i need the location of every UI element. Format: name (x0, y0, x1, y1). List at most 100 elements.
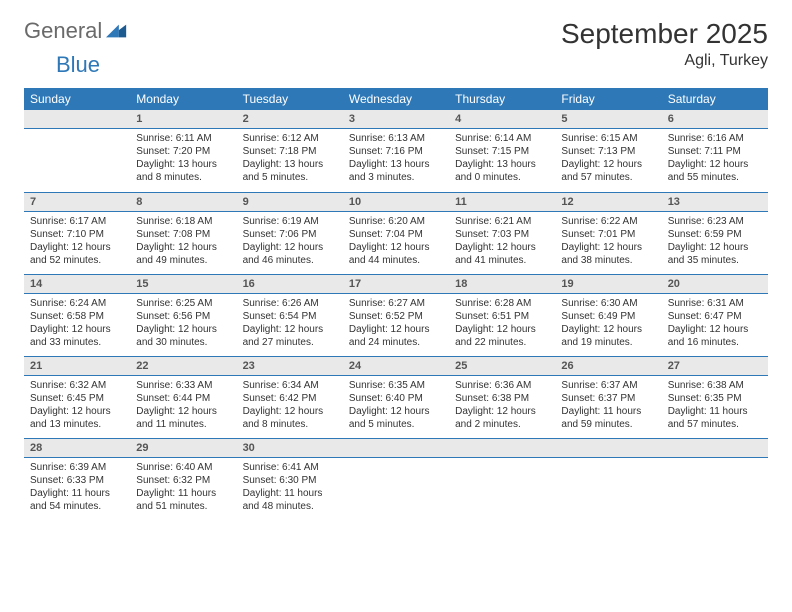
day-content: Sunrise: 6:35 AMSunset: 6:40 PMDaylight:… (343, 376, 449, 435)
sunset-line: Sunset: 7:06 PM (243, 228, 337, 241)
daylight-line: Daylight: 12 hours and 8 minutes. (243, 405, 337, 431)
sunrise-line: Sunrise: 6:11 AM (136, 132, 230, 145)
calendar-cell: 4Sunrise: 6:14 AMSunset: 7:15 PMDaylight… (449, 110, 555, 192)
sunrise-line: Sunrise: 6:16 AM (668, 132, 762, 145)
day-header: Tuesday (237, 88, 343, 110)
calendar-week: 7Sunrise: 6:17 AMSunset: 7:10 PMDaylight… (24, 192, 768, 274)
daylight-line: Daylight: 11 hours and 59 minutes. (561, 405, 655, 431)
title-block: September 2025 Agli, Turkey (561, 18, 768, 70)
calendar-cell: 13Sunrise: 6:23 AMSunset: 6:59 PMDayligh… (662, 192, 768, 274)
calendar-cell: 20Sunrise: 6:31 AMSunset: 6:47 PMDayligh… (662, 274, 768, 356)
daylight-line: Daylight: 11 hours and 57 minutes. (668, 405, 762, 431)
sunrise-line: Sunrise: 6:22 AM (561, 215, 655, 228)
calendar-cell: 26 Sunrise: 6:37 AMSunset: 6:37 PMDayligh… (555, 356, 661, 438)
sunset-line: Sunset: 6:37 PM (561, 392, 655, 405)
page-title: September 2025 (561, 18, 768, 50)
brand-logo: General (24, 18, 132, 44)
day-number: 3 (343, 110, 449, 129)
daylight-line: Daylight: 12 hours and 46 minutes. (243, 241, 337, 267)
sunrise-line: Sunrise: 6:40 AM (136, 461, 230, 474)
sunrise-line: Sunrise: 6:20 AM (349, 215, 443, 228)
sunset-line: Sunset: 7:03 PM (455, 228, 549, 241)
sunset-line: Sunset: 6:58 PM (30, 310, 124, 323)
calendar-week: 21Sunrise: 6:32 AMSunset: 6:45 PMDayligh… (24, 356, 768, 438)
sunrise-line: Sunrise: 6:19 AM (243, 215, 337, 228)
sunset-line: Sunset: 6:42 PM (243, 392, 337, 405)
calendar-cell: 11Sunrise: 6:21 AMSunset: 7:03 PMDayligh… (449, 192, 555, 274)
day-content: Sunrise: 6:14 AMSunset: 7:15 PMDaylight:… (449, 129, 555, 188)
day-number: 12 (555, 193, 661, 212)
sunrise-line: Sunrise: 6:26 AM (243, 297, 337, 310)
sunset-line: Sunset: 6:52 PM (349, 310, 443, 323)
day-content: Sunrise: 6:18 AMSunset: 7:08 PMDaylight:… (130, 212, 236, 271)
day-content: Sunrise: 6:13 AMSunset: 7:16 PMDaylight:… (343, 129, 449, 188)
day-content: Sunrise: 6:19 AMSunset: 7:06 PMDaylight:… (237, 212, 343, 271)
calendar-week: 1Sunrise: 6:11 AMSunset: 7:20 PMDaylight… (24, 110, 768, 192)
calendar-cell: 7Sunrise: 6:17 AMSunset: 7:10 PMDaylight… (24, 192, 130, 274)
sunrise-line: Sunrise: 6:27 AM (349, 297, 443, 310)
calendar-cell: 19Sunrise: 6:30 AMSunset: 6:49 PMDayligh… (555, 274, 661, 356)
sunrise-line: Sunrise: 6:31 AM (668, 297, 762, 310)
calendar-cell: 5Sunrise: 6:15 AMSunset: 7:13 PMDaylight… (555, 110, 661, 192)
daylight-line: Daylight: 12 hours and 41 minutes. (455, 241, 549, 267)
sunset-line: Sunset: 6:56 PM (136, 310, 230, 323)
sunset-line: Sunset: 6:49 PM (561, 310, 655, 323)
day-number: 5 (555, 110, 661, 129)
calendar-cell: 10Sunrise: 6:20 AMSunset: 7:04 PMDayligh… (343, 192, 449, 274)
sunrise-line: Sunrise: 6:37 AM (561, 379, 655, 392)
day-number: 27 (662, 357, 768, 376)
calendar-cell: 21Sunrise: 6:32 AMSunset: 6:45 PMDayligh… (24, 356, 130, 438)
day-header: Sunday (24, 88, 130, 110)
day-header: Thursday (449, 88, 555, 110)
calendar-week: 28Sunrise: 6:39 AMSunset: 6:33 PMDayligh… (24, 438, 768, 520)
calendar-cell: 25Sunrise: 6:36 AMSunset: 6:38 PMDayligh… (449, 356, 555, 438)
day-content: Sunrise: 6:34 AMSunset: 6:42 PMDaylight:… (237, 376, 343, 435)
calendar-cell: 23Sunrise: 6:34 AMSunset: 6:42 PMDayligh… (237, 356, 343, 438)
daylight-line: Daylight: 12 hours and 38 minutes. (561, 241, 655, 267)
sunrise-line: Sunrise: 6:38 AM (668, 379, 762, 392)
calendar-cell: 2Sunrise: 6:12 AMSunset: 7:18 PMDaylight… (237, 110, 343, 192)
sunset-line: Sunset: 7:18 PM (243, 145, 337, 158)
day-number: 2 (237, 110, 343, 129)
sunrise-line: Sunrise: 6:30 AM (561, 297, 655, 310)
day-number: 29 (130, 439, 236, 458)
day-number-blank (343, 439, 449, 458)
calendar-cell: 3Sunrise: 6:13 AMSunset: 7:16 PMDaylight… (343, 110, 449, 192)
brand-word1: General (24, 18, 102, 44)
sunrise-line: Sunrise: 6:41 AM (243, 461, 337, 474)
sunrise-line: Sunrise: 6:33 AM (136, 379, 230, 392)
day-content: Sunrise: 6:20 AMSunset: 7:04 PMDaylight:… (343, 212, 449, 271)
sunset-line: Sunset: 6:51 PM (455, 310, 549, 323)
day-content: Sunrise: 6:36 AMSunset: 6:38 PMDaylight:… (449, 376, 555, 435)
day-content: Sunrise: 6:32 AMSunset: 6:45 PMDaylight:… (24, 376, 130, 435)
day-number: 17 (343, 275, 449, 294)
sunset-line: Sunset: 7:11 PM (668, 145, 762, 158)
sunrise-line: Sunrise: 6:25 AM (136, 297, 230, 310)
sunset-line: Sunset: 7:13 PM (561, 145, 655, 158)
sunset-line: Sunset: 6:54 PM (243, 310, 337, 323)
day-content: Sunrise: 6:33 AMSunset: 6:44 PMDaylight:… (130, 376, 236, 435)
day-content: Sunrise: 6:15 AMSunset: 7:13 PMDaylight:… (555, 129, 661, 188)
day-number: 30 (237, 439, 343, 458)
sunrise-line: Sunrise: 6:28 AM (455, 297, 549, 310)
daylight-line: Daylight: 12 hours and 16 minutes. (668, 323, 762, 349)
day-number: 20 (662, 275, 768, 294)
day-content: Sunrise: 6:41 AMSunset: 6:30 PMDaylight:… (237, 458, 343, 517)
sunset-line: Sunset: 6:45 PM (30, 392, 124, 405)
day-content: Sunrise: 6:39 AMSunset: 6:33 PMDaylight:… (24, 458, 130, 517)
calendar-cell-blank (662, 438, 768, 520)
daylight-line: Daylight: 13 hours and 8 minutes. (136, 158, 230, 184)
day-number: 26 (555, 357, 661, 376)
daylight-line: Daylight: 12 hours and 5 minutes. (349, 405, 443, 431)
day-number: 28 (24, 439, 130, 458)
day-number-blank (662, 439, 768, 458)
daylight-line: Daylight: 12 hours and 19 minutes. (561, 323, 655, 349)
calendar-table: SundayMondayTuesdayWednesdayThursdayFrid… (24, 88, 768, 520)
day-number: 9 (237, 193, 343, 212)
sunset-line: Sunset: 6:59 PM (668, 228, 762, 241)
day-number: 16 (237, 275, 343, 294)
day-content: Sunrise: 6:16 AMSunset: 7:11 PMDaylight:… (662, 129, 768, 188)
calendar-cell-blank (555, 438, 661, 520)
sunset-line: Sunset: 6:30 PM (243, 474, 337, 487)
calendar-cell: 15Sunrise: 6:25 AMSunset: 6:56 PMDayligh… (130, 274, 236, 356)
